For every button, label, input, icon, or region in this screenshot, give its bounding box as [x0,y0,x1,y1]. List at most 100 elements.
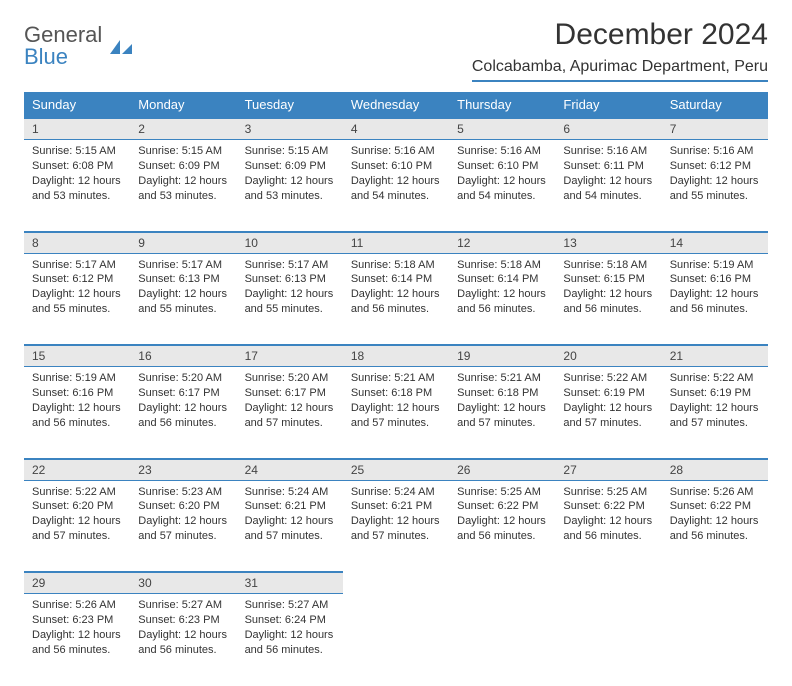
day-details: Sunrise: 5:22 AMSunset: 6:19 PMDaylight:… [555,367,661,438]
day-number-cell: 22 [24,459,130,481]
day-body-cell: Sunrise: 5:24 AMSunset: 6:21 PMDaylight:… [237,480,343,572]
day-body-cell: Sunrise: 5:27 AMSunset: 6:24 PMDaylight:… [237,594,343,686]
weekday-header-row: SundayMondayTuesdayWednesdayThursdayFrid… [24,92,768,118]
brand-line2: Blue [24,44,68,69]
day-body-cell: Sunrise: 5:16 AMSunset: 6:12 PMDaylight:… [662,140,768,232]
day-details: Sunrise: 5:26 AMSunset: 6:23 PMDaylight:… [24,594,130,665]
day-body-cell: Sunrise: 5:18 AMSunset: 6:15 PMDaylight:… [555,253,661,345]
calendar-table: SundayMondayTuesdayWednesdayThursdayFrid… [24,92,768,686]
day-body-cell [343,594,449,686]
day-body-cell [662,594,768,686]
day-number-cell: 29 [24,572,130,594]
day-body-cell: Sunrise: 5:26 AMSunset: 6:23 PMDaylight:… [24,594,130,686]
day-body-cell: Sunrise: 5:23 AMSunset: 6:20 PMDaylight:… [130,480,236,572]
day-number-cell: 23 [130,459,236,481]
day-details: Sunrise: 5:21 AMSunset: 6:18 PMDaylight:… [343,367,449,438]
day-details: Sunrise: 5:27 AMSunset: 6:24 PMDaylight:… [237,594,343,665]
day-body-cell: Sunrise: 5:27 AMSunset: 6:23 PMDaylight:… [130,594,236,686]
day-body-cell: Sunrise: 5:19 AMSunset: 6:16 PMDaylight:… [24,367,130,459]
title-block: December 2024 Colcabamba, Apurimac Depar… [472,18,768,82]
day-body-cell: Sunrise: 5:16 AMSunset: 6:10 PMDaylight:… [343,140,449,232]
day-body-cell [449,594,555,686]
day-number-cell: 25 [343,459,449,481]
day-number-cell: 30 [130,572,236,594]
day-details: Sunrise: 5:22 AMSunset: 6:19 PMDaylight:… [662,367,768,438]
day-number-row: 1234567 [24,118,768,140]
day-details: Sunrise: 5:16 AMSunset: 6:10 PMDaylight:… [449,140,555,211]
day-number-cell: 15 [24,345,130,367]
day-details: Sunrise: 5:26 AMSunset: 6:22 PMDaylight:… [662,481,768,552]
day-details: Sunrise: 5:18 AMSunset: 6:15 PMDaylight:… [555,254,661,325]
day-number-cell [555,572,661,594]
day-details: Sunrise: 5:23 AMSunset: 6:20 PMDaylight:… [130,481,236,552]
day-body-cell: Sunrise: 5:18 AMSunset: 6:14 PMDaylight:… [343,253,449,345]
day-details: Sunrise: 5:19 AMSunset: 6:16 PMDaylight:… [662,254,768,325]
day-number-cell: 18 [343,345,449,367]
day-number-cell: 28 [662,459,768,481]
day-number-cell: 10 [237,232,343,254]
brand-sail-icon [108,38,134,56]
day-details: Sunrise: 5:24 AMSunset: 6:21 PMDaylight:… [343,481,449,552]
day-body-row: Sunrise: 5:17 AMSunset: 6:12 PMDaylight:… [24,253,768,345]
day-number-cell: 14 [662,232,768,254]
day-body-cell [555,594,661,686]
day-number-cell: 27 [555,459,661,481]
day-details: Sunrise: 5:27 AMSunset: 6:23 PMDaylight:… [130,594,236,665]
day-number-cell: 17 [237,345,343,367]
day-details: Sunrise: 5:16 AMSunset: 6:11 PMDaylight:… [555,140,661,211]
day-body-cell: Sunrise: 5:22 AMSunset: 6:19 PMDaylight:… [662,367,768,459]
day-body-cell: Sunrise: 5:16 AMSunset: 6:11 PMDaylight:… [555,140,661,232]
day-number-cell: 20 [555,345,661,367]
day-details: Sunrise: 5:16 AMSunset: 6:10 PMDaylight:… [343,140,449,211]
day-number-cell: 5 [449,118,555,140]
day-body-row: Sunrise: 5:15 AMSunset: 6:08 PMDaylight:… [24,140,768,232]
day-details: Sunrise: 5:24 AMSunset: 6:21 PMDaylight:… [237,481,343,552]
day-body-cell: Sunrise: 5:25 AMSunset: 6:22 PMDaylight:… [555,480,661,572]
day-number-cell: 31 [237,572,343,594]
day-number-cell [662,572,768,594]
header: General Blue December 2024 Colcabamba, A… [24,18,768,82]
brand-logo: General Blue [24,18,134,68]
weekday-header: Friday [555,92,661,118]
day-details: Sunrise: 5:20 AMSunset: 6:17 PMDaylight:… [130,367,236,438]
day-details: Sunrise: 5:17 AMSunset: 6:13 PMDaylight:… [237,254,343,325]
weekday-header: Sunday [24,92,130,118]
day-body-cell: Sunrise: 5:15 AMSunset: 6:09 PMDaylight:… [237,140,343,232]
day-number-row: 15161718192021 [24,345,768,367]
day-number-cell: 4 [343,118,449,140]
month-title: December 2024 [472,18,768,52]
day-number-cell: 13 [555,232,661,254]
brand-text: General Blue [24,24,102,68]
day-number-cell: 26 [449,459,555,481]
day-details: Sunrise: 5:25 AMSunset: 6:22 PMDaylight:… [449,481,555,552]
day-number-cell: 11 [343,232,449,254]
weekday-header: Thursday [449,92,555,118]
day-body-row: Sunrise: 5:26 AMSunset: 6:23 PMDaylight:… [24,594,768,686]
day-details: Sunrise: 5:15 AMSunset: 6:09 PMDaylight:… [237,140,343,211]
day-body-cell: Sunrise: 5:22 AMSunset: 6:20 PMDaylight:… [24,480,130,572]
weekday-header: Tuesday [237,92,343,118]
day-body-cell: Sunrise: 5:15 AMSunset: 6:09 PMDaylight:… [130,140,236,232]
day-body-cell: Sunrise: 5:17 AMSunset: 6:13 PMDaylight:… [237,253,343,345]
day-number-row: 293031 [24,572,768,594]
day-number-cell: 3 [237,118,343,140]
day-number-cell: 16 [130,345,236,367]
day-body-cell: Sunrise: 5:16 AMSunset: 6:10 PMDaylight:… [449,140,555,232]
day-number-cell [343,572,449,594]
weekday-header: Monday [130,92,236,118]
day-number-cell: 1 [24,118,130,140]
day-number-cell: 21 [662,345,768,367]
day-body-cell: Sunrise: 5:15 AMSunset: 6:08 PMDaylight:… [24,140,130,232]
day-details: Sunrise: 5:18 AMSunset: 6:14 PMDaylight:… [449,254,555,325]
day-body-cell: Sunrise: 5:18 AMSunset: 6:14 PMDaylight:… [449,253,555,345]
day-body-cell: Sunrise: 5:17 AMSunset: 6:13 PMDaylight:… [130,253,236,345]
day-details: Sunrise: 5:25 AMSunset: 6:22 PMDaylight:… [555,481,661,552]
day-details: Sunrise: 5:20 AMSunset: 6:17 PMDaylight:… [237,367,343,438]
day-number-cell: 24 [237,459,343,481]
location-subtitle: Colcabamba, Apurimac Department, Peru [472,58,768,82]
day-number-cell [449,572,555,594]
day-body-cell: Sunrise: 5:26 AMSunset: 6:22 PMDaylight:… [662,480,768,572]
day-body-cell: Sunrise: 5:22 AMSunset: 6:19 PMDaylight:… [555,367,661,459]
day-number-cell: 19 [449,345,555,367]
day-body-cell: Sunrise: 5:24 AMSunset: 6:21 PMDaylight:… [343,480,449,572]
